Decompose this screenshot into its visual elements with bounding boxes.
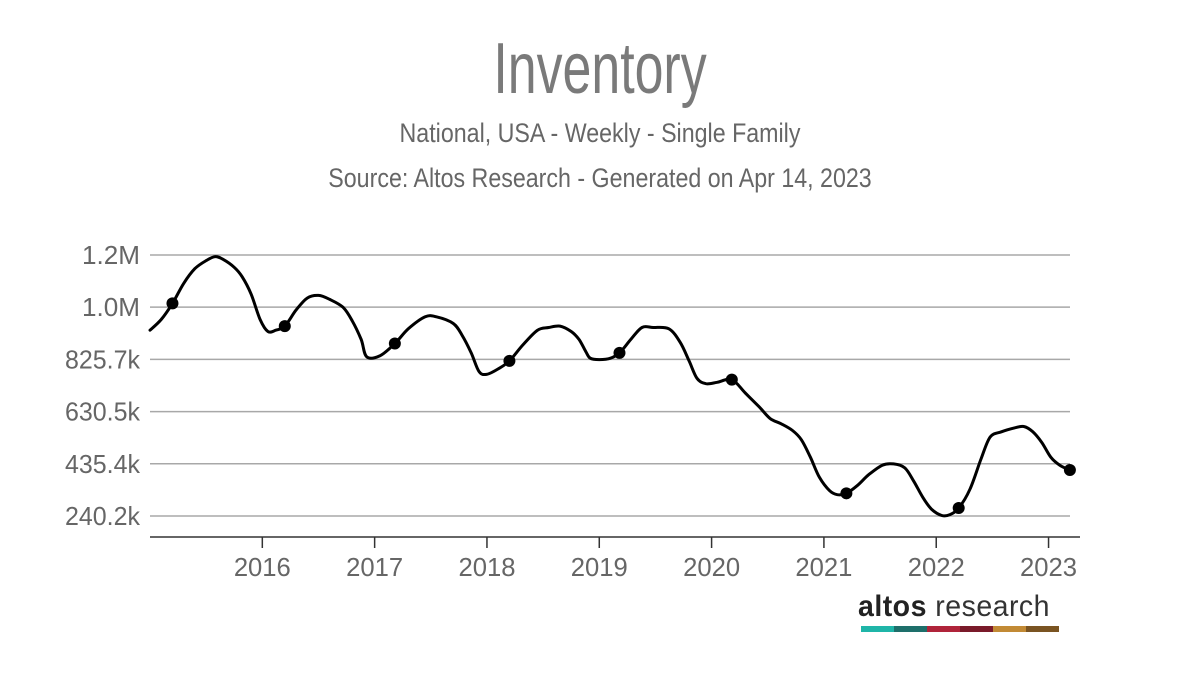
logo-color-bar [861, 626, 1059, 632]
chart-title: Inventory [493, 29, 707, 109]
logo-word-research: research [926, 590, 1050, 623]
logo-color-segment [927, 626, 960, 632]
y-tick-label: 1.0M [82, 292, 140, 322]
x-tick-label: 2021 [795, 552, 852, 582]
data-point-marker [388, 337, 401, 350]
x-tick-label: 2020 [683, 552, 740, 582]
chart-source-line: Source: Altos Research - Generated on Ap… [328, 163, 872, 193]
altos-research-logo: altos research [858, 590, 1050, 624]
data-point-marker [613, 346, 626, 359]
logo-color-segment [993, 626, 1026, 632]
y-axis-tick-labels: 240.2k 435.4k 630.5k 825.7k 1.0M 1.2M [65, 240, 141, 531]
series-layer [148, 255, 1076, 518]
y-tick-label: 435.4k [65, 449, 141, 479]
data-point-marker [166, 297, 179, 310]
x-tick-label: 2016 [234, 552, 291, 582]
x-tick-label: 2023 [1020, 552, 1077, 582]
logo-word-altos: altos [858, 590, 927, 623]
data-point-marker [725, 373, 738, 386]
data-point-marker [952, 502, 965, 515]
logo-color-segment [1026, 626, 1059, 632]
logo-color-segment [960, 626, 993, 632]
inventory-series-line [148, 255, 1072, 518]
logo-color-segment [894, 626, 927, 632]
logo-color-segment [861, 626, 894, 632]
chart-subtitle: National, USA - Weekly - Single Family [399, 118, 801, 148]
y-tick-label: 825.7k [65, 344, 141, 374]
x-tick-label: 2022 [908, 552, 965, 582]
x-axis-ticks: 2016 2017 2018 2019 2020 2021 2022 2023 [234, 537, 1077, 582]
y-tick-label: 630.5k [65, 397, 141, 427]
data-point-marker [1063, 464, 1076, 477]
data-point-marker [278, 320, 291, 333]
y-tick-label: 240.2k [65, 501, 141, 531]
x-tick-label: 2019 [571, 552, 628, 582]
grid-lines [150, 254, 1070, 517]
data-point-marker [503, 354, 516, 367]
data-point-marker [840, 487, 853, 500]
y-tick-label: 1.2M [82, 240, 140, 270]
x-tick-label: 2017 [346, 552, 403, 582]
x-tick-label: 2018 [458, 552, 515, 582]
